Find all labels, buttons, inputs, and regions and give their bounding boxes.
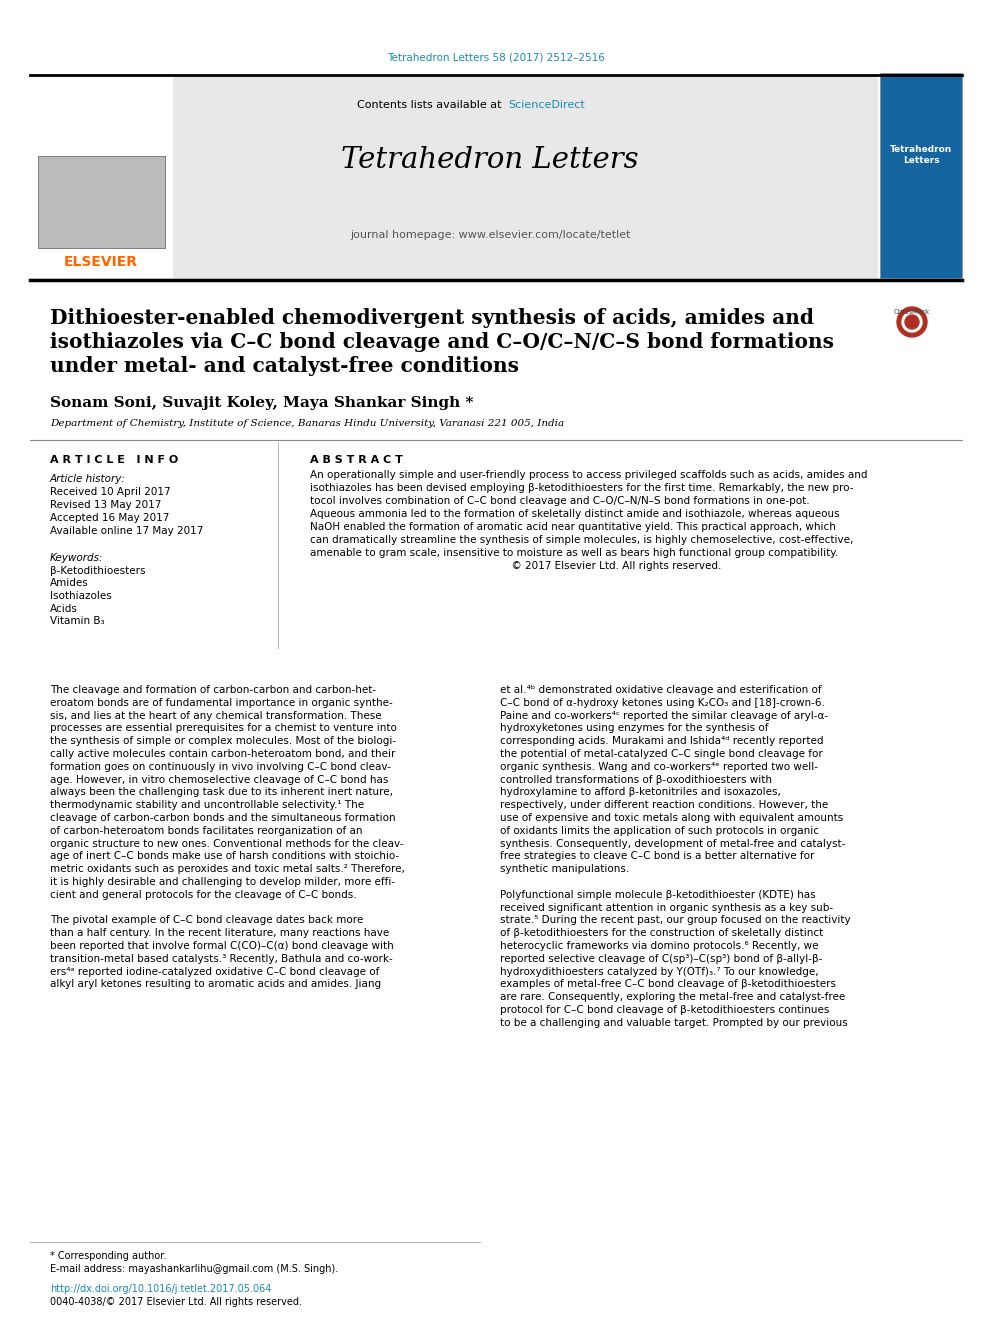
- Text: The pivotal example of C–C bond cleavage dates back more: The pivotal example of C–C bond cleavage…: [50, 916, 363, 925]
- Text: Keywords:: Keywords:: [50, 553, 103, 564]
- Circle shape: [902, 312, 922, 332]
- Text: Revised 13 May 2017: Revised 13 May 2017: [50, 500, 162, 509]
- Text: Sonam Soni, Suvajit Koley, Maya Shankar Singh *: Sonam Soni, Suvajit Koley, Maya Shankar …: [50, 396, 473, 410]
- Text: to be a challenging and valuable target. Prompted by our previous: to be a challenging and valuable target.…: [500, 1017, 848, 1028]
- Text: processes are essential prerequisites for a chemist to venture into: processes are essential prerequisites fo…: [50, 724, 397, 733]
- Text: Available online 17 May 2017: Available online 17 May 2017: [50, 527, 203, 536]
- Text: © 2017 Elsevier Ltd. All rights reserved.: © 2017 Elsevier Ltd. All rights reserved…: [310, 561, 721, 572]
- Text: cleavage of carbon-carbon bonds and the simultaneous formation: cleavage of carbon-carbon bonds and the …: [50, 814, 396, 823]
- Text: An operationally simple and user-friendly process to access privileged scaffolds: An operationally simple and user-friendl…: [310, 470, 867, 480]
- Text: hydroxydithioesters catalyzed by Y(OTf)₃.⁷ To our knowledge,: hydroxydithioesters catalyzed by Y(OTf)₃…: [500, 967, 818, 976]
- Text: of β-ketodithioesters for the construction of skeletally distinct: of β-ketodithioesters for the constructi…: [500, 929, 823, 938]
- Text: ScienceDirect: ScienceDirect: [508, 101, 584, 110]
- Text: journal homepage: www.elsevier.com/locate/tetlet: journal homepage: www.elsevier.com/locat…: [350, 230, 630, 239]
- Text: et al.⁴ᵇ demonstrated oxidative cleavage and esterification of: et al.⁴ᵇ demonstrated oxidative cleavage…: [500, 685, 821, 695]
- Circle shape: [897, 307, 927, 337]
- Text: Department of Chemistry, Institute of Science, Banaras Hindu University, Varanas: Department of Chemistry, Institute of Sc…: [50, 419, 564, 429]
- Text: Article history:: Article history:: [50, 474, 126, 484]
- Text: isothiazoles has been devised employing β-ketodithioesters for the first time. R: isothiazoles has been devised employing …: [310, 483, 853, 493]
- Text: Isothiazoles: Isothiazoles: [50, 591, 112, 601]
- Text: transition-metal based catalysts.³ Recently, Bathula and co-work-: transition-metal based catalysts.³ Recen…: [50, 954, 393, 963]
- Text: been reported that involve formal C(CO)–C(α) bond cleavage with: been reported that involve formal C(CO)–…: [50, 941, 394, 951]
- Text: 0040-4038/© 2017 Elsevier Ltd. All rights reserved.: 0040-4038/© 2017 Elsevier Ltd. All right…: [50, 1297, 302, 1307]
- Text: * Corresponding author.: * Corresponding author.: [50, 1252, 167, 1261]
- Text: E-mail address: mayashankarlihu@gmail.com (M.S. Singh).: E-mail address: mayashankarlihu@gmail.co…: [50, 1263, 338, 1274]
- Text: can dramatically streamline the synthesis of simple molecules, is highly chemose: can dramatically streamline the synthesi…: [310, 534, 853, 545]
- Text: isothiazoles via C–C bond cleavage and C–O/C–N/C–S bond formations: isothiazoles via C–C bond cleavage and C…: [50, 332, 834, 352]
- Text: Tetrahedron
Letters: Tetrahedron Letters: [890, 144, 952, 165]
- Bar: [30, 75, 878, 280]
- Text: the synthesis of simple or complex molecules. Most of the biologi-: the synthesis of simple or complex molec…: [50, 736, 396, 746]
- Circle shape: [905, 315, 919, 329]
- Text: A R T I C L E   I N F O: A R T I C L E I N F O: [50, 455, 179, 464]
- Text: hydroxyketones using enzymes for the synthesis of: hydroxyketones using enzymes for the syn…: [500, 724, 769, 733]
- Text: eroatom bonds are of fundamental importance in organic synthe-: eroatom bonds are of fundamental importa…: [50, 697, 393, 708]
- Text: Vitamin B₃: Vitamin B₃: [50, 617, 104, 626]
- Text: heterocyclic frameworks via domino protocols.⁶ Recently, we: heterocyclic frameworks via domino proto…: [500, 941, 818, 951]
- Text: always been the challenging task due to its inherent inert nature,: always been the challenging task due to …: [50, 787, 393, 798]
- Text: formation goes on continuously in vivo involving C–C bond cleav-: formation goes on continuously in vivo i…: [50, 762, 391, 771]
- Text: Polyfunctional simple molecule β-ketodithioester (KDTE) has: Polyfunctional simple molecule β-ketodit…: [500, 890, 815, 900]
- Bar: [38, 156, 165, 247]
- Text: sis, and lies at the heart of any chemical transformation. These: sis, and lies at the heart of any chemic…: [50, 710, 382, 721]
- Text: organic structure to new ones. Conventional methods for the cleav-: organic structure to new ones. Conventio…: [50, 839, 404, 848]
- Text: controlled transformations of β-oxodithioesters with: controlled transformations of β-oxodithi…: [500, 774, 772, 785]
- Text: examples of metal-free C–C bond cleavage of β-ketodithioesters: examples of metal-free C–C bond cleavage…: [500, 979, 836, 990]
- Text: alkyl aryl ketones resulting to aromatic acids and amides. Jiang: alkyl aryl ketones resulting to aromatic…: [50, 979, 381, 990]
- Text: Contents lists available at: Contents lists available at: [357, 101, 505, 110]
- Text: A B S T R A C T: A B S T R A C T: [310, 455, 403, 464]
- Text: age of inert C–C bonds make use of harsh conditions with stoichio-: age of inert C–C bonds make use of harsh…: [50, 852, 399, 861]
- Text: metric oxidants such as peroxides and toxic metal salts.² Therefore,: metric oxidants such as peroxides and to…: [50, 864, 405, 875]
- Text: CrossMark: CrossMark: [894, 310, 930, 315]
- Text: amenable to gram scale, insensitive to moisture as well as bears high functional: amenable to gram scale, insensitive to m…: [310, 548, 838, 558]
- Text: synthetic manipulations.: synthetic manipulations.: [500, 864, 629, 875]
- Text: β-Ketodithioesters: β-Ketodithioesters: [50, 566, 146, 576]
- Text: Tetrahedron Letters 58 (2017) 2512–2516: Tetrahedron Letters 58 (2017) 2512–2516: [387, 53, 605, 64]
- Text: http://dx.doi.org/10.1016/j.tetlet.2017.05.064: http://dx.doi.org/10.1016/j.tetlet.2017.…: [50, 1285, 272, 1294]
- Text: thermodynamic stability and uncontrollable selectivity.¹ The: thermodynamic stability and uncontrollab…: [50, 800, 364, 810]
- Bar: [880, 73, 962, 278]
- Text: Tetrahedron Letters: Tetrahedron Letters: [341, 146, 639, 175]
- Text: age. However, in vitro chemoselective cleavage of C–C bond has: age. However, in vitro chemoselective cl…: [50, 774, 389, 785]
- Text: Aqueous ammonia led to the formation of skeletally distinct amide and isothiazol: Aqueous ammonia led to the formation of …: [310, 509, 839, 519]
- Text: Received 10 April 2017: Received 10 April 2017: [50, 487, 171, 497]
- Text: Paine and co-workers⁴ᶜ reported the similar cleavage of aryl-α-: Paine and co-workers⁴ᶜ reported the simi…: [500, 710, 828, 721]
- Text: received significant attention in organic synthesis as a key sub-: received significant attention in organi…: [500, 902, 833, 913]
- Text: corresponding acids. Murakami and Ishida⁴ᵈ recently reported: corresponding acids. Murakami and Ishida…: [500, 736, 823, 746]
- Text: NaOH enabled the formation of aromatic acid near quantitative yield. This practi: NaOH enabled the formation of aromatic a…: [310, 523, 836, 532]
- Text: cally active molecules contain carbon-heteroatom bond, and their: cally active molecules contain carbon-he…: [50, 749, 396, 759]
- Text: synthesis. Consequently, development of metal-free and catalyst-: synthesis. Consequently, development of …: [500, 839, 845, 848]
- Text: use of expensive and toxic metals along with equivalent amounts: use of expensive and toxic metals along …: [500, 814, 843, 823]
- Text: Accepted 16 May 2017: Accepted 16 May 2017: [50, 513, 170, 523]
- Text: protocol for C–C bond cleavage of β-ketodithioesters continues: protocol for C–C bond cleavage of β-keto…: [500, 1005, 829, 1015]
- Text: the potential of metal-catalyzed C–C single bond cleavage for: the potential of metal-catalyzed C–C sin…: [500, 749, 822, 759]
- Text: strate.⁵ During the recent past, our group focused on the reactivity: strate.⁵ During the recent past, our gro…: [500, 916, 850, 925]
- Text: Dithioester-enabled chemodivergent synthesis of acids, amides and: Dithioester-enabled chemodivergent synth…: [50, 308, 814, 328]
- Text: under metal- and catalyst-free conditions: under metal- and catalyst-free condition…: [50, 356, 519, 376]
- Text: hydroxylamine to afford β-ketonitriles and isoxazoles,: hydroxylamine to afford β-ketonitriles a…: [500, 787, 781, 798]
- Text: organic synthesis. Wang and co-workers⁴ᵉ reported two well-: organic synthesis. Wang and co-workers⁴ᵉ…: [500, 762, 818, 771]
- Text: are rare. Consequently, exploring the metal-free and catalyst-free: are rare. Consequently, exploring the me…: [500, 992, 845, 1003]
- Bar: [30, 75, 173, 278]
- Text: of carbon-heteroatom bonds facilitates reorganization of an: of carbon-heteroatom bonds facilitates r…: [50, 826, 362, 836]
- Text: ers⁴ᵃ reported iodine-catalyzed oxidative C–C bond cleavage of: ers⁴ᵃ reported iodine-catalyzed oxidativ…: [50, 967, 379, 976]
- Text: Acids: Acids: [50, 603, 78, 614]
- Text: cient and general protocols for the cleavage of C–C bonds.: cient and general protocols for the clea…: [50, 890, 357, 900]
- Text: C–C bond of α-hydroxy ketones using K₂CO₃ and [18]-crown-6.: C–C bond of α-hydroxy ketones using K₂CO…: [500, 697, 825, 708]
- Text: than a half century. In the recent literature, many reactions have: than a half century. In the recent liter…: [50, 929, 389, 938]
- Text: free strategies to cleave C–C bond is a better alternative for: free strategies to cleave C–C bond is a …: [500, 852, 814, 861]
- Text: of oxidants limits the application of such protocols in organic: of oxidants limits the application of su…: [500, 826, 819, 836]
- Text: tocol involves combination of C–C bond cleavage and C–O/C–N/N–S bond formations : tocol involves combination of C–C bond c…: [310, 496, 809, 505]
- Text: respectively, under different reaction conditions. However, the: respectively, under different reaction c…: [500, 800, 828, 810]
- Text: reported selective cleavage of C(sp³)–C(sp³) bond of β-allyl-β-: reported selective cleavage of C(sp³)–C(…: [500, 954, 822, 963]
- Text: it is highly desirable and challenging to develop milder, more effi-: it is highly desirable and challenging t…: [50, 877, 395, 886]
- Text: The cleavage and formation of carbon-carbon and carbon-het-: The cleavage and formation of carbon-car…: [50, 685, 376, 695]
- Text: Amides: Amides: [50, 578, 88, 589]
- Text: ELSEVIER: ELSEVIER: [64, 255, 138, 269]
